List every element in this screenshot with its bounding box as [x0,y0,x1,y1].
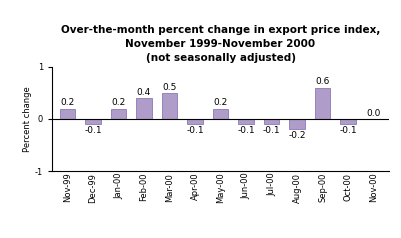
Text: -0.1: -0.1 [237,126,255,134]
Text: 0.5: 0.5 [162,83,177,92]
Text: -0.1: -0.1 [186,126,204,134]
Text: 0.6: 0.6 [316,77,330,86]
Text: -0.2: -0.2 [288,131,306,140]
Bar [290,119,305,129]
Text: 0.2: 0.2 [213,98,228,107]
Bar [136,98,152,119]
Title: Over-the-month percent change in export price index,
November 1999-November 2000: Over-the-month percent change in export … [61,25,380,63]
Bar [111,109,126,119]
Bar [187,119,203,124]
Text: -0.1: -0.1 [339,126,357,134]
Bar [85,119,101,124]
Text: -0.1: -0.1 [263,126,280,134]
Bar [315,88,330,119]
Text: 0.2: 0.2 [111,98,126,107]
Bar [213,109,228,119]
Bar [60,109,75,119]
Text: -0.1: -0.1 [84,126,102,134]
Y-axis label: Percent change: Percent change [23,86,32,152]
Bar [264,119,279,124]
Bar [162,93,177,119]
Text: 0.4: 0.4 [137,88,151,97]
Bar [239,119,254,124]
Text: 0.0: 0.0 [367,109,381,118]
Text: 0.2: 0.2 [60,98,75,107]
Bar [340,119,356,124]
